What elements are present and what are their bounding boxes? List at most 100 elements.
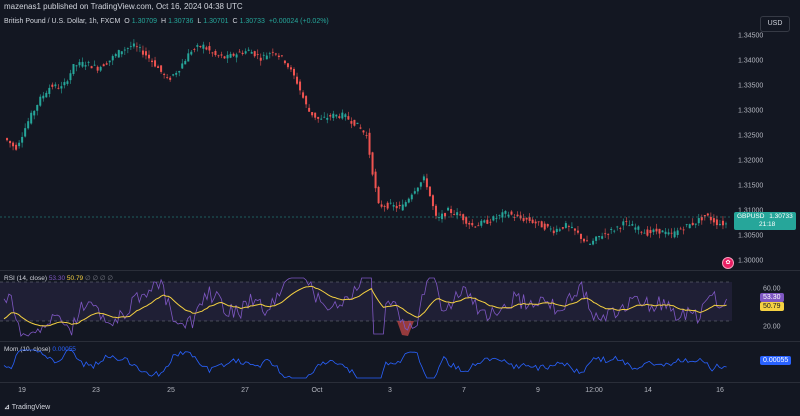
candle-body	[305, 96, 308, 105]
candle-body	[359, 127, 362, 129]
currency-button[interactable]: USD	[760, 16, 790, 32]
candle-body	[392, 205, 395, 207]
candle-body	[45, 92, 48, 98]
low-label: L	[197, 18, 202, 25]
candle-body	[36, 104, 39, 111]
candle-body	[607, 233, 610, 235]
candle-body	[308, 107, 311, 112]
candle-body	[117, 50, 120, 58]
candle-body	[144, 51, 147, 56]
candle-body	[217, 55, 220, 57]
candle-body	[259, 57, 262, 61]
candle-body	[81, 61, 84, 67]
candle-body	[483, 220, 486, 223]
candle-body	[709, 216, 712, 221]
candle-body	[425, 178, 428, 188]
candle-body	[96, 66, 99, 71]
rsi-ma-value: 50.79	[66, 275, 84, 282]
candle-body	[268, 53, 271, 55]
price-tag: GBPUSD 1.30733 21:18	[734, 212, 796, 230]
candle-body	[534, 221, 537, 224]
candle-body	[87, 61, 90, 63]
open-value: 1.30709	[131, 18, 158, 25]
candle-body	[54, 84, 57, 87]
candle-body	[604, 233, 607, 235]
main-chart[interactable]	[0, 28, 732, 268]
candle-body	[564, 223, 567, 228]
candle-body	[401, 204, 404, 211]
price-axis-label: 1.32500	[738, 132, 764, 139]
candle-body	[486, 219, 489, 224]
tv-logo-icon: ⊿	[4, 404, 10, 411]
candle-body	[48, 87, 51, 94]
candle-body	[151, 60, 154, 63]
time-axis-label: 7	[462, 387, 466, 394]
settings-badge-icon[interactable]: ✿	[722, 257, 734, 269]
mom-legend: Mom (10, close) 0.00055	[4, 346, 76, 353]
candle-body	[181, 63, 184, 69]
rsi-legend: RSI (14, close) 53.30 50.79 ∅ ∅ ∅ ∅	[4, 274, 113, 282]
candle-body	[214, 50, 217, 56]
time-axis-label: 23	[92, 387, 100, 394]
candle-body	[685, 224, 688, 226]
candle-body	[30, 112, 33, 124]
candle-body	[646, 229, 649, 236]
candle-body	[474, 226, 477, 228]
candle-body	[655, 228, 658, 232]
candle-body	[450, 209, 453, 213]
open-label: O	[124, 18, 130, 25]
candle-body	[141, 50, 144, 55]
candle-body	[356, 122, 359, 124]
published-header: mazenas1 published on TradingView.com, O…	[4, 2, 243, 11]
candle-body	[471, 223, 474, 226]
candle-body	[416, 187, 419, 192]
candle-body	[592, 240, 595, 245]
candle-body	[567, 226, 570, 227]
candle-body	[637, 226, 640, 230]
candle-body	[329, 115, 332, 117]
candle-body	[229, 53, 232, 58]
candle-body	[226, 54, 229, 59]
candle-body	[492, 216, 495, 221]
candle-body	[6, 138, 9, 141]
candle-body	[398, 204, 401, 207]
candle-body	[516, 214, 519, 217]
candle-body	[21, 136, 24, 143]
candle-body	[691, 222, 694, 226]
candle-body	[706, 213, 709, 216]
candle-body	[643, 232, 646, 234]
rsi-value: 53.30	[48, 275, 66, 282]
candle-body	[616, 226, 619, 228]
tradingview-logo[interactable]: ⊿ TradingView	[4, 403, 50, 411]
candle-body	[561, 227, 564, 229]
candle-body	[129, 46, 132, 48]
candle-body	[326, 117, 329, 120]
mom-chart[interactable]	[0, 346, 732, 382]
candle-body	[238, 51, 241, 53]
candle-body	[347, 116, 350, 120]
candle-body	[166, 77, 169, 78]
candle-body	[163, 73, 166, 75]
candle-body	[434, 205, 437, 216]
candle-body	[507, 214, 510, 217]
time-axis-label: 19	[18, 387, 26, 394]
price-axis-label: 1.31000	[738, 207, 764, 214]
candle-body	[90, 66, 93, 69]
candle-body	[283, 60, 286, 64]
candle-body	[317, 116, 320, 119]
candle-body	[419, 182, 422, 187]
candle-body	[277, 55, 280, 58]
candle-body	[196, 45, 199, 47]
price-axis-label: 1.33000	[738, 107, 764, 114]
close-label: C	[232, 18, 238, 25]
candle-body	[586, 240, 589, 242]
candle-body	[60, 86, 63, 89]
candle-body	[528, 217, 531, 221]
candle-body	[148, 54, 150, 59]
candle-body	[413, 191, 416, 194]
candle-body	[543, 223, 546, 230]
rsi-chart[interactable]	[0, 276, 732, 338]
candle-body	[33, 110, 36, 116]
candle-body	[688, 224, 691, 229]
candle-body	[377, 186, 380, 204]
